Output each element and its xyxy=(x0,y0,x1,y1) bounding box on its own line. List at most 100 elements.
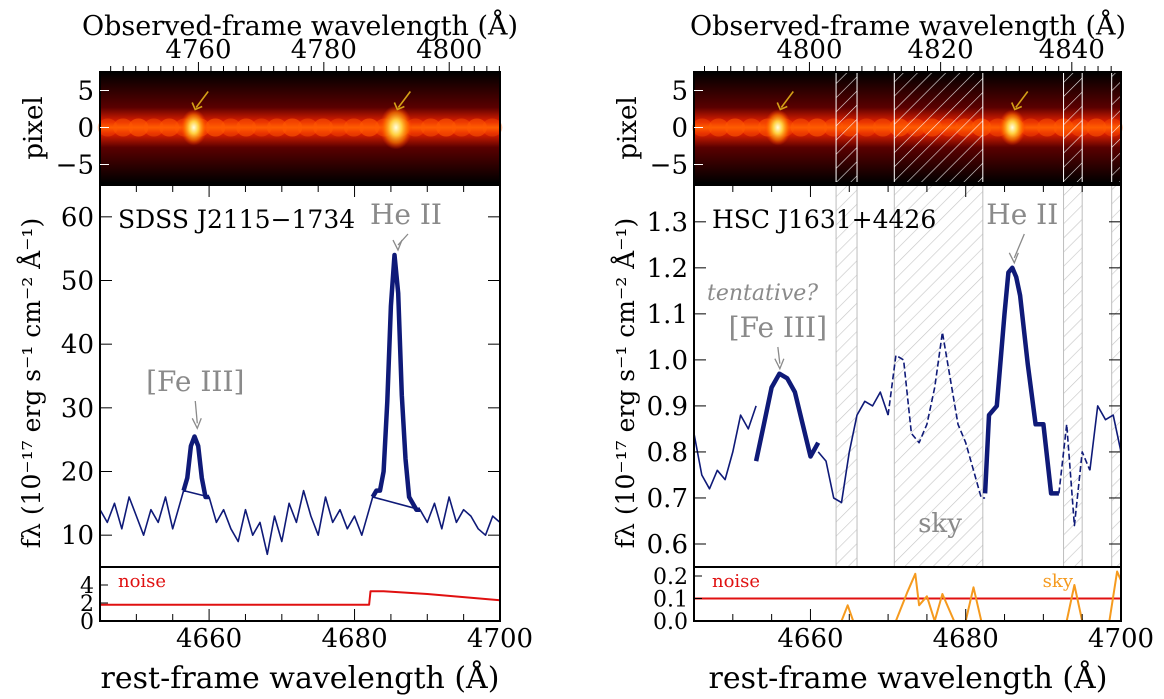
band-texture xyxy=(236,118,257,137)
xtick-label: 4660 xyxy=(176,624,242,654)
band-texture xyxy=(790,118,811,137)
band-texture xyxy=(872,118,893,137)
xtick-label: 4680 xyxy=(321,624,387,654)
masked-band xyxy=(893,186,984,566)
ytick-label: 60 xyxy=(61,203,94,233)
image-yticks-left: 5 0 −5 xyxy=(56,77,109,181)
line-label-arrow xyxy=(194,400,198,424)
band-texture xyxy=(297,118,318,137)
band-texture xyxy=(128,118,149,137)
ytick-label: 0.7 xyxy=(647,484,688,514)
image-ytick-label: 0 xyxy=(671,114,688,144)
ytick-label: 0.9 xyxy=(647,392,688,422)
image-features-right xyxy=(692,71,1123,184)
main-plot-left xyxy=(100,252,500,556)
line-label: [Fe III] xyxy=(729,311,827,344)
ytick-label: 50 xyxy=(61,267,94,297)
band-texture xyxy=(807,118,828,137)
noise-ytick-label: 0.2 xyxy=(653,565,688,590)
image-ytick-label: 5 xyxy=(77,77,94,107)
band-texture xyxy=(143,118,164,137)
sky-band-label: sky xyxy=(918,509,962,539)
band-texture xyxy=(1020,118,1041,137)
line-labels-left: [Fe III] He II xyxy=(146,198,442,430)
image-ytick-label: 5 xyxy=(671,77,688,107)
xtick-label: 4700 xyxy=(1088,624,1154,654)
image-masked-band xyxy=(1111,71,1122,184)
band-texture xyxy=(466,118,487,137)
top-tick-label: 4760 xyxy=(165,35,231,65)
spectrum-thick-segment xyxy=(982,265,1059,496)
band-texture xyxy=(436,118,457,137)
emission-spot xyxy=(764,109,792,146)
band-texture xyxy=(725,118,746,137)
line-label: He II xyxy=(370,198,442,231)
top-tick-label: 4820 xyxy=(908,35,974,65)
line-label-arrow xyxy=(777,346,781,364)
noise-plot-right xyxy=(694,570,1121,620)
line-label: He II xyxy=(986,198,1058,231)
image-arrow-head xyxy=(393,102,405,111)
image-arrow xyxy=(397,91,412,108)
emission-spot xyxy=(379,105,413,150)
line-labels-right: [Fe III] He II xyxy=(729,198,1058,371)
image-ylabel-right: pixel xyxy=(613,96,643,159)
band-texture xyxy=(482,118,503,137)
noise-frame-right xyxy=(693,566,1122,622)
spectrum-thin-segment xyxy=(694,405,757,490)
image-arrow-head xyxy=(776,102,788,111)
masked-band xyxy=(1063,186,1083,566)
top-axis-label-left: Observed-frame wavelength (Å) xyxy=(82,9,518,42)
ytick-label: 1.2 xyxy=(647,254,688,284)
band-texture xyxy=(1037,118,1058,137)
image-masked-band xyxy=(893,71,984,184)
noise-ytick-label: 0 xyxy=(80,610,94,635)
image-arrow xyxy=(1015,91,1029,108)
xtick-label: 4660 xyxy=(777,624,843,654)
ytick-label: 10 xyxy=(61,521,94,551)
band-texture xyxy=(266,118,287,137)
ytick-label: 20 xyxy=(61,458,94,488)
top-tick-label: 4840 xyxy=(1039,35,1105,65)
band-texture xyxy=(856,118,877,137)
arrow-head xyxy=(191,418,202,430)
ytick-label: 1.3 xyxy=(647,208,688,238)
band-texture xyxy=(328,118,349,137)
sky-legend-right: sky xyxy=(1043,571,1074,592)
noise-curve xyxy=(100,590,500,606)
image-masked-band xyxy=(835,71,858,184)
ytick-label: 0.6 xyxy=(647,530,688,560)
noise-legend-left: noise xyxy=(118,571,166,592)
spectrum-dashed-segment xyxy=(887,331,986,499)
top-axis-ticks-right: 4800 4820 4840 xyxy=(703,35,1112,72)
panel-right: Observed-frame wavelength (Å) 4800 4820 48… xyxy=(610,9,1154,696)
emission-spot xyxy=(180,109,208,146)
xlabel-left: rest-frame wavelength (Å) xyxy=(101,660,500,696)
emission-spot xyxy=(998,109,1026,146)
band-texture xyxy=(343,118,364,137)
band-texture xyxy=(451,118,472,137)
spectrum-thin-segment xyxy=(100,489,500,556)
line-label-arrow xyxy=(1013,233,1025,259)
noise-ytick-label: 2 xyxy=(80,592,94,617)
spectrum-thick-segment xyxy=(753,371,821,462)
ytick-label: 40 xyxy=(61,330,94,360)
ylabel-right: fλ (10⁻¹⁷ erg s⁻¹ cm⁻² Å⁻¹) xyxy=(610,218,640,548)
object-label-right: HSC J1631+4426 xyxy=(712,205,936,234)
band-texture xyxy=(205,118,226,137)
band-texture xyxy=(708,118,729,137)
xtick-label: 4700 xyxy=(467,624,533,654)
ytick-label: 0.8 xyxy=(647,438,688,468)
masked-band xyxy=(835,186,858,566)
image-ytick-label: 0 xyxy=(77,114,94,144)
panel-left: Observed-frame wavelength (Å) 4760 4780 48… xyxy=(16,9,533,696)
noise-ytick-label: 0.0 xyxy=(653,610,688,635)
spectrum-thin-segment xyxy=(1089,405,1121,471)
band-texture xyxy=(282,118,303,137)
line-label-arrow xyxy=(397,233,409,246)
band-texture xyxy=(220,118,241,137)
image-ytick-label: −5 xyxy=(56,151,94,181)
band-texture xyxy=(113,118,134,137)
top-tick-label: 4800 xyxy=(416,35,482,65)
band-texture xyxy=(420,118,441,137)
